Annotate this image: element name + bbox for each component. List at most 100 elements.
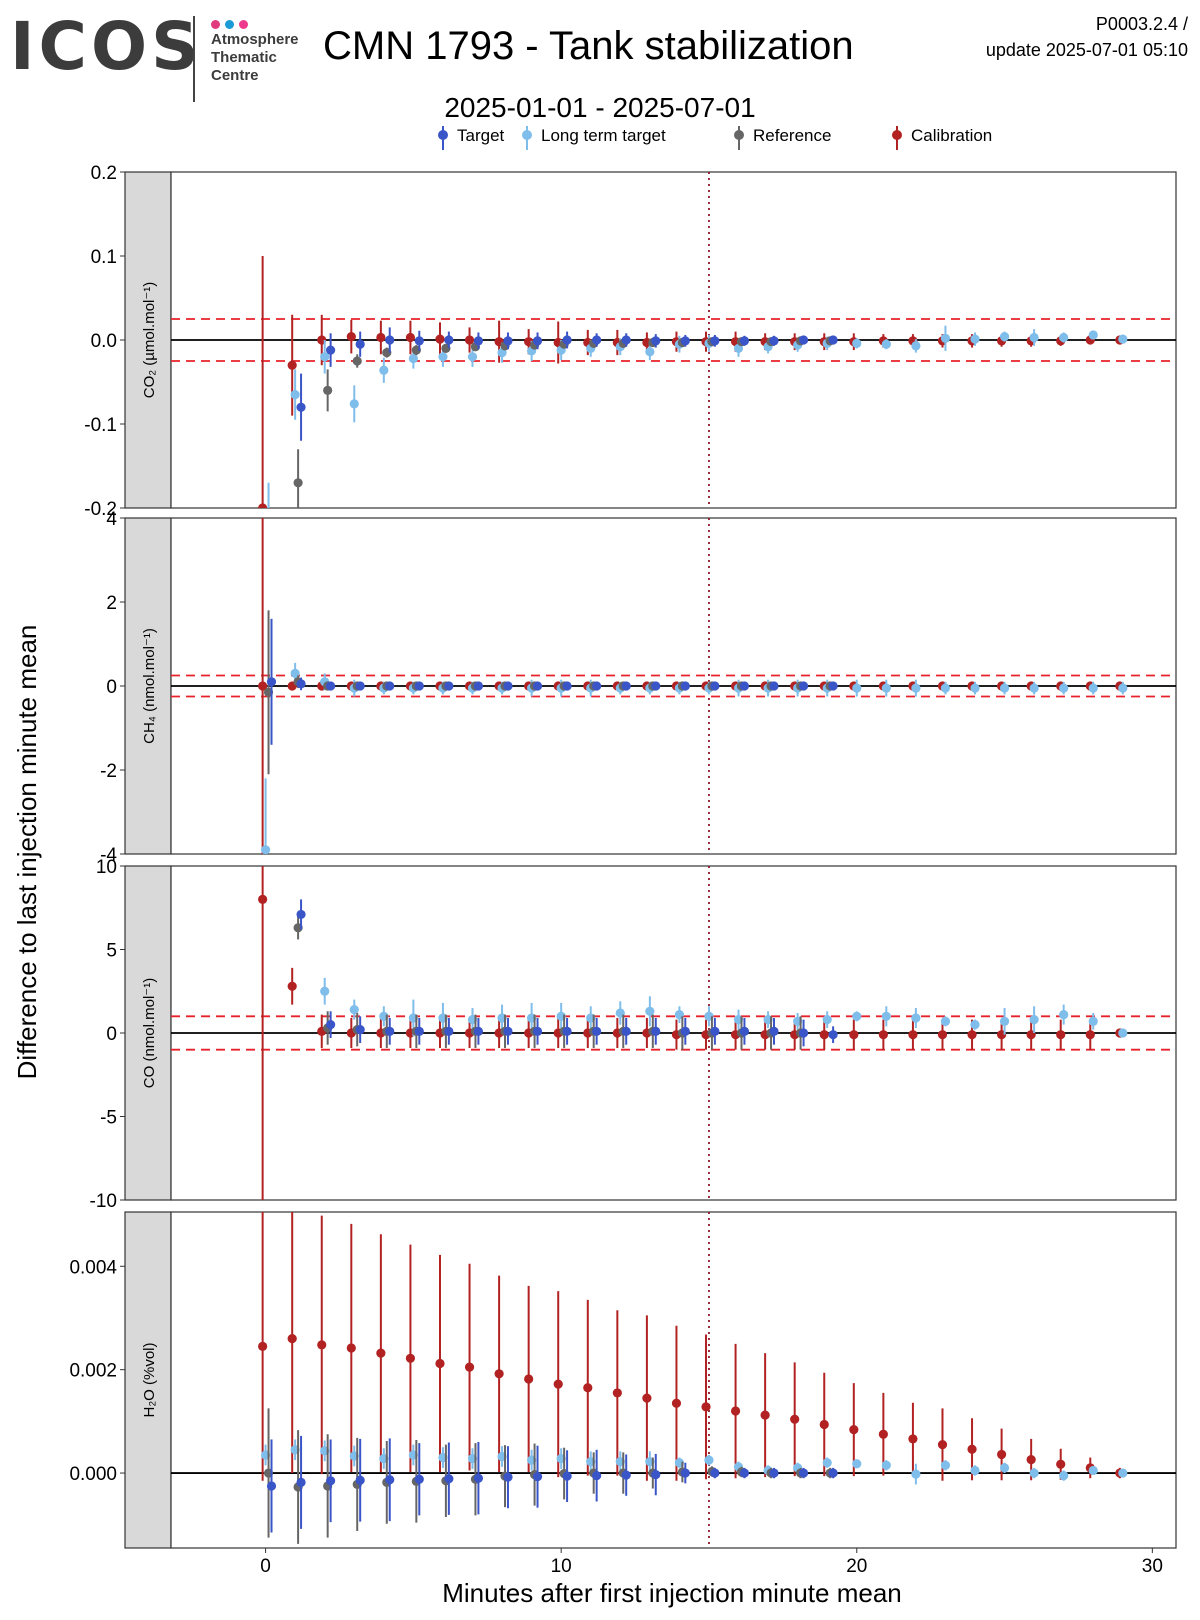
data-point [503, 681, 513, 691]
legend-key-point [438, 130, 448, 140]
panel-plot-area [171, 866, 1176, 1200]
data-point [379, 365, 389, 375]
y-tick-label: -0.1 [84, 415, 117, 436]
data-point [355, 339, 365, 349]
data-point [1118, 334, 1128, 344]
panel: CO (nmol.mol⁻¹) 10 5 0 -5 -10 [90, 857, 1177, 1212]
data-point [385, 681, 395, 691]
data-point [680, 1026, 690, 1036]
data-point [1088, 1465, 1098, 1476]
data-point [671, 1398, 682, 1408]
legend-label: Target [457, 126, 505, 145]
y-tick-label: 0 [106, 1024, 117, 1045]
logo-sub-line-2: Thematic [211, 49, 277, 66]
data-point [1088, 1016, 1098, 1026]
data-point [769, 336, 779, 346]
data-point [467, 352, 478, 362]
data-point [881, 1011, 891, 1021]
data-point [940, 683, 951, 693]
data-point [326, 1476, 336, 1486]
data-point [562, 681, 572, 691]
legend-key-point [892, 130, 902, 140]
data-point [911, 341, 921, 351]
data-point [287, 360, 297, 370]
data-point [739, 1468, 750, 1478]
y-tick-label: 0.002 [69, 1361, 117, 1382]
logo-divider [193, 16, 195, 102]
data-point [798, 681, 809, 691]
y-tick-label: -5 [100, 1108, 117, 1129]
data-point [937, 1440, 948, 1450]
data-point [553, 1379, 563, 1389]
data-point [852, 338, 862, 348]
data-point [503, 1472, 513, 1482]
data-point [852, 1459, 862, 1469]
legend: Target Long term target Reference Calibrati… [438, 126, 992, 150]
data-point [621, 1470, 631, 1480]
data-point [532, 1472, 543, 1482]
data-point [849, 1425, 859, 1435]
data-point [562, 1471, 572, 1481]
data-point [1029, 332, 1039, 343]
data-point [532, 681, 543, 691]
data-point [940, 1016, 951, 1026]
data-point [1026, 1455, 1036, 1465]
data-point [326, 1020, 336, 1030]
y-tick-label: 4 [106, 509, 117, 530]
data-point [1029, 1015, 1039, 1025]
y-tick-label: -2 [100, 761, 117, 782]
data-point [592, 335, 602, 345]
data-point [326, 681, 336, 691]
data-point [739, 681, 750, 691]
data-point [1118, 1028, 1128, 1038]
data-point [849, 1030, 859, 1040]
y-tick-label: 0.000 [69, 1464, 117, 1485]
data-point [621, 1026, 631, 1036]
data-point [997, 1449, 1007, 1460]
panel-strip-label: CH₄ (nmol.mol⁻¹) [141, 628, 158, 744]
data-point [704, 1455, 714, 1465]
series-reference [293, 916, 806, 1050]
data-point [260, 845, 271, 854]
y-tick-label: 10 [96, 857, 117, 878]
legend-key-point [734, 130, 744, 140]
data-point [592, 681, 602, 691]
data-point [562, 335, 572, 345]
panel-strip [124, 1211, 172, 1549]
data-point [822, 1458, 832, 1468]
x-tick-label: 20 [846, 1556, 867, 1577]
data-point [790, 1414, 800, 1424]
data-point [473, 681, 484, 691]
data-point [524, 1374, 534, 1384]
data-point [287, 981, 297, 991]
data-point [680, 1468, 690, 1478]
data-point [385, 335, 395, 345]
x-axis-label: Minutes after first injection minute mea… [442, 1578, 902, 1608]
data-point [881, 683, 891, 693]
series-target [296, 327, 838, 441]
data-point [258, 681, 268, 691]
data-point [937, 1030, 948, 1040]
legend-key-point [522, 130, 532, 140]
data-point [266, 677, 277, 687]
data-point [970, 334, 980, 344]
data-point [258, 503, 268, 508]
logo-dot-pink [211, 20, 220, 29]
data-point [651, 336, 661, 346]
y-tick-label: 2 [106, 593, 117, 614]
data-point [828, 1468, 838, 1478]
legend-item: Calibration [892, 126, 992, 150]
legend-label: Long term target [541, 126, 666, 145]
y-tick-label: 5 [106, 941, 117, 962]
data-point [642, 1393, 652, 1403]
data-point [473, 336, 484, 346]
panel: CO₂ (µmol.mol⁻¹) 0.2 0.1 0.0 -0.1 -0.2 [84, 163, 1177, 520]
data-point [798, 1028, 809, 1038]
data-point [346, 1343, 356, 1353]
data-point [296, 909, 306, 920]
series-reference [293, 336, 835, 508]
data-point [911, 1013, 921, 1023]
data-point [532, 1026, 543, 1036]
data-point [645, 1006, 655, 1016]
data-point [317, 1340, 327, 1350]
